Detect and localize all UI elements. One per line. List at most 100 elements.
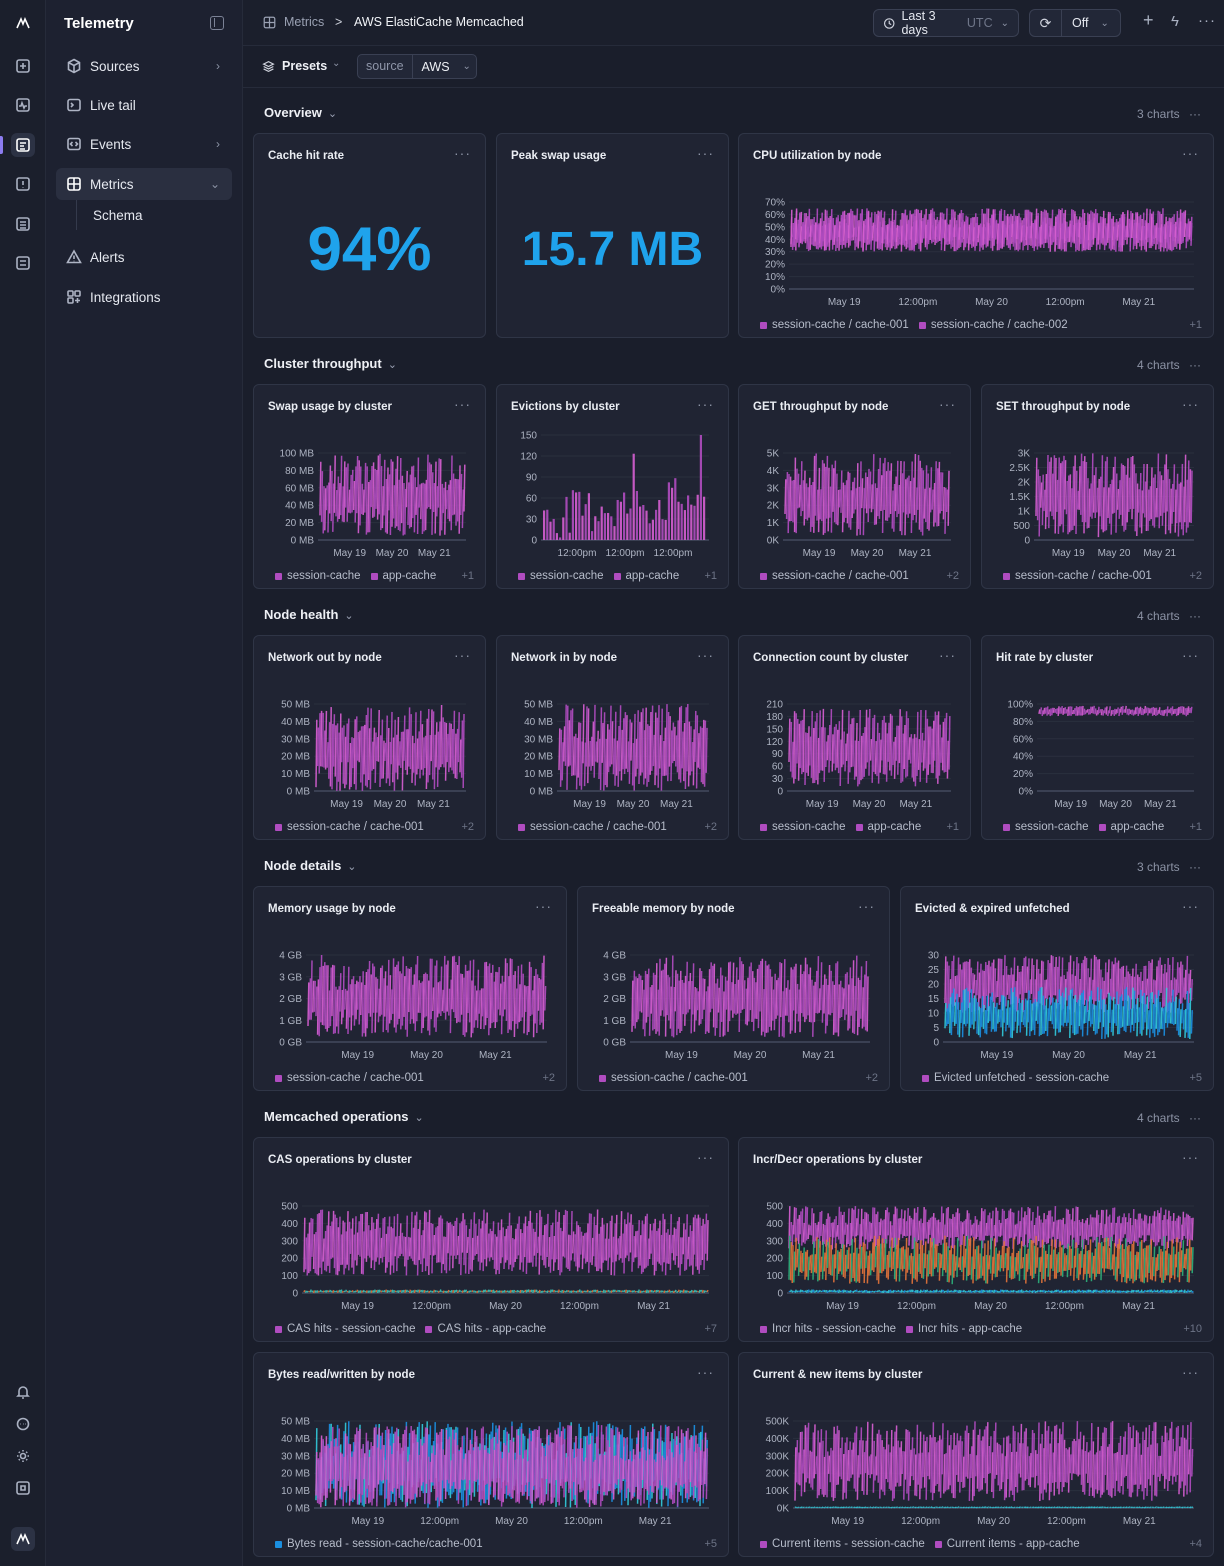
chart-card-free[interactable]: Freeable memory by node ··· 4 GB 3 GB 2 GB 1 … [577,886,890,1091]
chart-card-items[interactable]: Current & new items by cluster ··· 500K 400… [738,1352,1214,1557]
chart-card-mem[interactable]: Memory usage by node ··· 4 GB 3 GB 2 GB 1 GB 0… [253,886,567,1091]
legend-item[interactable]: app-cache [855,821,921,833]
legend-more-count[interactable]: +1 [704,570,717,582]
legend-item[interactable]: CAS hits - session-cache [275,1323,415,1335]
legend-more-count[interactable]: +1 [461,570,474,582]
section-memcached-operations[interactable]: Memcached operations ⌄ [264,1109,424,1124]
chat-icon[interactable] [11,1412,35,1436]
more-icon[interactable]: ··· [697,1364,714,1380]
legend-item[interactable]: session-cache [1003,821,1089,833]
more-icon[interactable]: ··· [1189,1111,1201,1125]
collapse-sidebar-icon[interactable] [210,16,224,30]
more-icon[interactable]: ··· [697,145,714,161]
database-icon[interactable] [11,212,35,236]
legend-item[interactable]: Current items - app-cache [934,1538,1080,1550]
stat-card-peak-swap-usage[interactable]: Peak swap usage ··· 15.7 MB [496,133,729,338]
legend-more-count[interactable]: +1 [1189,821,1202,833]
legend-more-count[interactable]: +1 [1189,319,1202,331]
stat-card-cache-hit-rate[interactable]: Cache hit rate ··· 94% [253,133,486,338]
sidebar-item-metrics[interactable]: Metrics ⌄ [56,168,232,200]
chart-card-set[interactable]: SET throughput by node ··· 3K 2.5K 2K 1.5K 1K 5… [981,384,1214,589]
sliders-icon[interactable] [11,251,35,275]
legend-item[interactable]: app-cache [370,570,436,582]
section-overview[interactable]: Overview ⌄ [264,105,337,120]
legend-more-count[interactable]: +2 [542,1072,555,1084]
source-filter-chip[interactable]: source AWS ⌄ [357,54,477,79]
legend-item[interactable]: session-cache / cache-001 [518,821,667,833]
chart-card-incr[interactable]: Incr/Decr operations by cluster ··· 500 400… [738,1137,1214,1342]
section-cluster-throughput[interactable]: Cluster throughput ⌄ [264,356,397,371]
legend-more-count[interactable]: +1 [946,821,959,833]
command-icon[interactable] [11,1476,35,1500]
chart-card-evexp[interactable]: Evicted & expired unfetched ··· 30 25 20 15 10… [900,886,1214,1091]
legend-item[interactable]: Current items - session-cache [760,1538,925,1550]
legend-item[interactable]: session-cache / cache-001 [760,570,909,582]
chart-card-cas[interactable]: CAS operations by cluster ··· 500 400 300 200… [253,1137,729,1342]
chart-card-get[interactable]: GET throughput by node ··· 5K 4K 3K 2K 1K 0K May… [738,384,971,589]
alert-icon[interactable] [11,172,35,196]
legend-item[interactable]: session-cache / cache-001 [275,1072,424,1084]
legend-more-count[interactable]: +2 [946,570,959,582]
sparkle-icon[interactable] [11,54,35,78]
legend-item[interactable]: Bytes read - session-cache/cache-001 [275,1538,483,1550]
section-node-details[interactable]: Node details ⌄ [264,858,357,873]
refresh-icon[interactable]: ⟳ [1030,10,1062,36]
legend-item[interactable]: session-cache / cache-001 [760,319,909,331]
bell-icon[interactable] [11,1380,35,1404]
sidebar-item-events[interactable]: Events › [56,128,232,160]
breadcrumb-metrics[interactable]: Metrics [284,15,325,29]
chart-card-conn[interactable]: Connection count by cluster ··· 210 180 150 1… [738,635,971,840]
auto-refresh-picker[interactable]: ⟳ Off ⌄ [1029,9,1121,37]
more-icon[interactable]: ··· [1182,898,1199,914]
more-icon[interactable]: ··· [1189,107,1201,121]
logs-icon[interactable] [11,133,35,157]
legend-more-count[interactable]: +5 [704,1538,717,1550]
more-icon[interactable]: ··· [697,647,714,663]
legend-item[interactable]: session-cache / cache-001 [275,821,424,833]
chart-card-bytes[interactable]: Bytes read/written by node ··· 50 MB 40 MB 3… [253,1352,729,1557]
more-icon[interactable]: ··· [454,647,471,663]
more-icon[interactable]: ··· [1182,647,1199,663]
chart-card-netout[interactable]: Network out by node ··· 50 MB 40 MB 30 MB 20 … [253,635,486,840]
time-range-picker[interactable]: Last 3 days UTC ⌄ [873,9,1019,37]
chart-card-evict[interactable]: Evictions by cluster ··· 150 120 90 60 30 0 12:0… [496,384,729,589]
legend-more-count[interactable]: +2 [1189,570,1202,582]
pulse-icon[interactable] [11,93,35,117]
more-icon[interactable]: ··· [1182,1364,1199,1380]
legend-item[interactable]: session-cache [518,570,604,582]
legend-item[interactable]: Evicted unfetched - session-cache [922,1072,1109,1084]
sidebar-item-sources[interactable]: Sources › [56,50,232,82]
legend-more-count[interactable]: +5 [1189,1072,1202,1084]
more-icon[interactable]: ··· [1189,358,1201,372]
legend-item[interactable]: CAS hits - app-cache [425,1323,546,1335]
logo-icon[interactable] [11,11,35,35]
legend-more-count[interactable]: +10 [1183,1323,1202,1335]
sun-icon[interactable] [11,1444,35,1468]
legend-more-count[interactable]: +2 [704,821,717,833]
legend-more-count[interactable]: +7 [704,1323,717,1335]
chart-card-cpu[interactable]: CPU utilization by node ··· 70% 60% 50% 40% 30… [738,133,1214,338]
more-icon[interactable]: ··· [858,898,875,914]
sidebar-item-live-tail[interactable]: Live tail [56,89,232,121]
legend-item[interactable]: Incr hits - session-cache [760,1323,896,1335]
sidebar-item-integrations[interactable]: Integrations [56,281,232,313]
chart-card-swap[interactable]: Swap usage by cluster ··· 100 MB 80 MB 60 MB… [253,384,486,589]
legend-item[interactable]: app-cache [613,570,679,582]
chart-card-netin[interactable]: Network in by node ··· 50 MB 40 MB 30 MB 20 M… [496,635,729,840]
more-icon[interactable]: ··· [939,396,956,412]
legend-more-count[interactable]: +4 [1189,1538,1202,1550]
legend-item[interactable]: session-cache / cache-001 [1003,570,1152,582]
add-icon[interactable]: + [1143,10,1154,30]
account-logo-icon[interactable] [11,1527,35,1551]
legend-item[interactable]: Incr hits - app-cache [906,1323,1022,1335]
more-icon[interactable]: ··· [1198,12,1216,29]
legend-more-count[interactable]: +2 [865,1072,878,1084]
more-icon[interactable]: ··· [939,647,956,663]
more-icon[interactable]: ··· [697,396,714,412]
more-icon[interactable]: ··· [1182,145,1199,161]
more-icon[interactable]: ··· [697,1149,714,1165]
chart-card-hit[interactable]: Hit rate by cluster ··· 100% 80% 60% 40% 20% 0%… [981,635,1214,840]
more-icon[interactable]: ··· [1182,396,1199,412]
section-node-health[interactable]: Node health ⌄ [264,607,354,622]
legend-item[interactable]: session-cache [275,570,361,582]
